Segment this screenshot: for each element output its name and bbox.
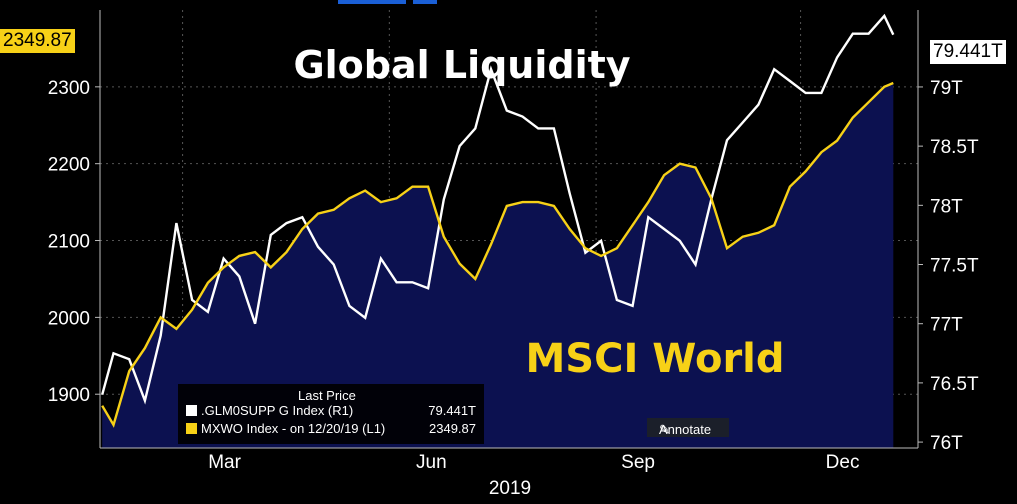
pencil-icon: ✎: [659, 422, 670, 437]
x-tick-label: Dec: [826, 452, 860, 473]
right-tick-label: 77.5T: [930, 256, 979, 277]
right-tick-label: 76.5T: [930, 374, 979, 395]
area-fill: [102, 83, 894, 448]
x-tick-label: Jun: [416, 452, 447, 473]
x-axis-label: 2019: [489, 478, 531, 499]
top-tab-2: [413, 0, 437, 4]
right-tick-label: 78.5T: [930, 137, 979, 158]
right-tick-label: 77T: [930, 315, 963, 336]
left-tick-label: 2100: [48, 232, 90, 253]
series-line-global-liquidity: [101, 13, 895, 405]
legend-value-yellow: 2349.87: [429, 421, 476, 436]
x-ticks: Mar Jun Sep Dec: [208, 452, 859, 473]
right-tick-label: 78T: [930, 196, 963, 217]
legend-value-white: 79.441T: [428, 403, 476, 418]
legend-header: Last Price: [298, 388, 356, 403]
series-line-msci-world: [101, 81, 894, 428]
left-tick-label: 2200: [48, 155, 90, 176]
left-tick-label: 2300: [48, 78, 90, 99]
annotate-label: Annotate: [659, 422, 712, 437]
right-tick-label: 79T: [930, 78, 963, 99]
legend: Last Price .GLM0SUPP G Index (R1) 79.441…: [178, 384, 484, 444]
left-tick-label: 1900: [48, 385, 90, 406]
legend-label-white: .GLM0SUPP G Index (R1): [201, 403, 354, 418]
chart-title: Global Liquidity: [293, 43, 630, 87]
legend-item-white: .GLM0SUPP G Index (R1): [186, 403, 353, 418]
right-ticks: 76T 76.5T 77T 77.5T 78T 78.5T 79T: [918, 78, 979, 454]
last-value-right: 79.441T: [930, 40, 1006, 64]
left-tick-label: 2000: [48, 308, 90, 329]
legend-label-yellow: MXWO Index - on 12/20/19 (L1): [201, 421, 386, 436]
msci-label: MSCI World: [525, 336, 784, 382]
last-value-left: 2349.87: [0, 29, 75, 53]
legend-swatch-white: [186, 405, 197, 416]
legend-swatch-yellow: [186, 423, 197, 434]
x-tick-label: Sep: [621, 452, 655, 473]
top-tab-1: [338, 0, 406, 4]
legend-item-yellow: MXWO Index - on 12/20/19 (L1): [186, 421, 385, 436]
left-ticks: 1900 2000 2100 2200 2300: [48, 78, 100, 406]
right-tick-label: 76T: [930, 433, 963, 454]
x-tick-label: Mar: [208, 452, 241, 473]
annotate-button[interactable]: ✎ Annotate: [647, 418, 729, 437]
